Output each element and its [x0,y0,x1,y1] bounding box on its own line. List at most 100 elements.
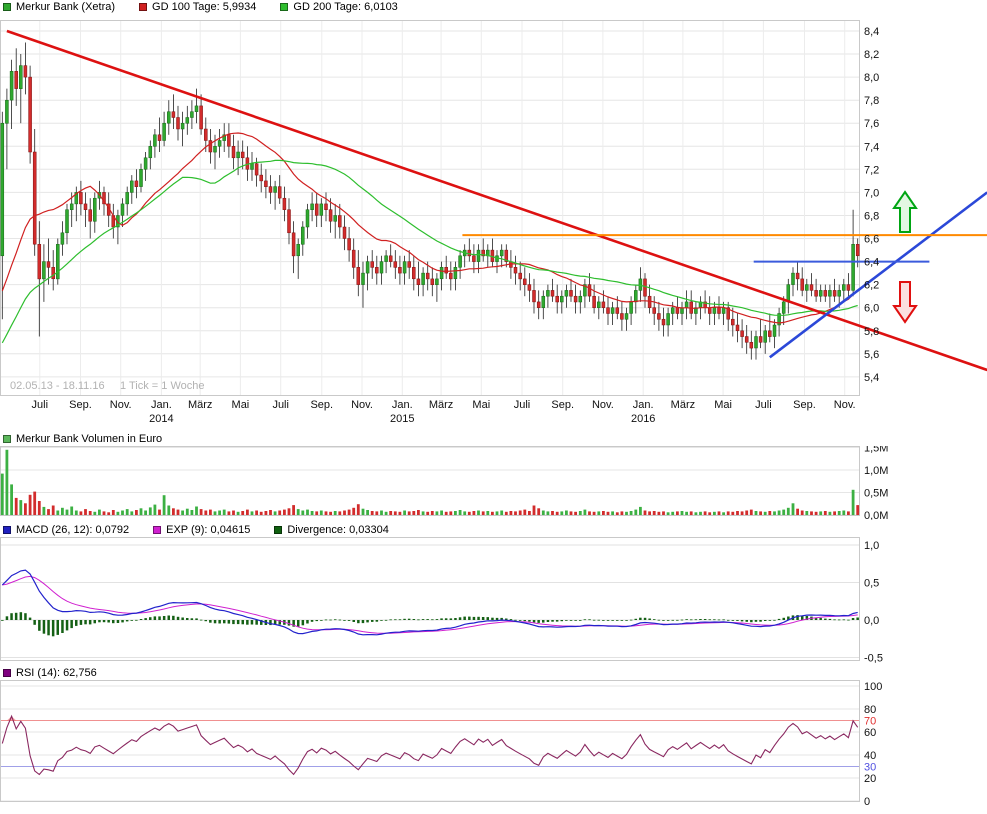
volume-chart-panel: 1,5M 1,0M 0,5M 0,0M [0,446,987,520]
svg-text:Mai: Mai [472,399,490,411]
svg-text:20: 20 [864,773,876,785]
price-chart-panel: 8,4 8,2 8,0 7,8 7,6 7,4 7,2 7,0 6,8 6,6 6,4 6,2 6,0 5… [0,18,987,430]
svg-text:0,5: 0,5 [864,578,879,590]
legend-item-gd200: GD 200 Tage: 6,0103 [280,1,398,13]
svg-text:Juli: Juli [272,399,289,411]
svg-text:Sep.: Sep. [69,399,92,411]
rsi-legend: RSI (14): 62,756 [3,667,97,679]
svg-text:40: 40 [864,750,876,762]
volume-legend: Merkur Bank Volumen in Euro [3,433,162,445]
ma-line-20 [1,132,859,324]
volume-series-label: Merkur Bank Volumen in Euro [16,433,163,445]
svg-text:Juli: Juli [32,399,49,411]
svg-text:100: 100 [864,681,882,693]
svg-text:März: März [671,399,695,411]
svg-text:6,6: 6,6 [864,234,879,246]
svg-text:6,4: 6,4 [864,257,879,269]
gd200-label: GD 200 Tage: 6,0103 [293,1,398,13]
exp-series-marker [153,526,162,534]
svg-text:1,0M: 1,0M [864,465,888,477]
tick-unit-note: 1 Tick = 1 Woche [120,380,204,392]
svg-text:Juli: Juli [514,399,531,411]
svg-text:-0,5: -0,5 [864,653,883,664]
svg-text:7,2: 7,2 [864,164,879,176]
svg-text:1,0: 1,0 [864,540,879,552]
svg-text:Mai: Mai [232,399,250,411]
rsi-series-label: RSI (14): 62,756 [16,667,97,679]
svg-text:8,4: 8,4 [864,26,879,38]
macd-chart: 1,0 0,5 0,0 -0,5 [0,537,883,664]
volume-chart: 1,5M 1,0M 0,5M 0,0M [0,446,888,520]
legend-item-macd: MACD (26, 12): 0,0792 [3,524,129,536]
macd-series-marker [3,526,11,534]
macd-signal-line [2,575,858,634]
svg-text:2016: 2016 [631,413,655,425]
price-series-marker [3,3,11,11]
exp-series-label: EXP (9): 0,04615 [166,524,251,536]
svg-text:5,6: 5,6 [864,349,879,361]
svg-text:Nov.: Nov. [351,399,373,411]
uptrend-line [769,191,987,359]
svg-text:Juli: Juli [755,399,772,411]
svg-text:6,2: 6,2 [864,280,879,292]
rsi-chart-panel: 100 80 70 60 40 30 20 0 [0,680,987,808]
svg-text:0,0: 0,0 [864,615,879,627]
macd-series-label: MACD (26, 12): 0,0792 [16,524,130,536]
svg-text:60: 60 [864,727,876,739]
ma-line-40 [1,159,858,344]
svg-text:Jan.: Jan. [151,399,172,411]
gd100-marker [139,3,148,11]
rsi-line [1,714,859,776]
downtrend-line [6,29,987,372]
svg-text:80: 80 [864,704,876,716]
svg-text:Mai: Mai [714,399,732,411]
svg-text:Nov.: Nov. [110,399,132,411]
price-chart: 8,4 8,2 8,0 7,8 7,6 7,4 7,2 7,0 6,8 6,6 6,4 6,2 6,0 5… [0,20,987,425]
macd-legend: MACD (26, 12): 0,0792 EXP (9): 0,04615 D… [3,524,389,536]
date-range-note: 02.05.13 - 18.11.16 [10,380,105,392]
legend-item-rsi: RSI (14): 62,756 [3,667,97,679]
legend-item-price: Merkur Bank (Xetra) [3,1,115,13]
volume-series-marker [3,435,11,443]
gd200-marker [280,3,289,11]
svg-text:März: März [429,399,453,411]
macd-line [1,569,858,636]
price-series-label: Merkur Bank (Xetra) [16,1,116,13]
svg-text:Sep.: Sep. [793,399,816,411]
svg-text:0,5M: 0,5M [864,488,888,500]
divergence-series-marker [274,526,283,534]
svg-text:Jan.: Jan. [633,399,654,411]
svg-text:0,0M: 0,0M [864,510,888,520]
volume-bars-layer [0,449,860,516]
svg-text:5,8: 5,8 [864,326,879,338]
svg-text:1,5M: 1,5M [864,446,888,455]
svg-text:2015: 2015 [390,413,414,425]
legend-item-exp: EXP (9): 0,04615 [153,524,250,536]
gd100-label: GD 100 Tage: 5,9934 [152,1,257,13]
main-legend: Merkur Bank (Xetra) GD 100 Tage: 5,9934 … [3,1,398,13]
candles-layer [0,42,860,360]
svg-text:7,0: 7,0 [864,187,879,199]
down-arrow [892,281,918,324]
svg-text:7,6: 7,6 [864,118,879,130]
legend-item-gd100: GD 100 Tage: 5,9934 [139,1,256,13]
legend-item-divergence: Divergence: 0,03304 [274,524,389,536]
svg-text:2014: 2014 [149,413,173,425]
up-arrow [892,190,918,233]
svg-text:6,0: 6,0 [864,303,879,315]
svg-text:6,8: 6,8 [864,211,879,223]
svg-text:7,8: 7,8 [864,95,879,107]
svg-text:März: März [188,399,212,411]
svg-text:Nov.: Nov. [834,399,856,411]
rsi-overbought-fill [2,716,858,721]
svg-text:8,0: 8,0 [864,72,879,84]
rsi-series-marker [3,669,11,677]
svg-text:0: 0 [864,796,870,808]
macd-histogram-layer [1,612,859,637]
legend-item-volume: Merkur Bank Volumen in Euro [3,433,162,445]
divergence-series-label: Divergence: 0,03304 [287,524,389,536]
svg-text:Nov.: Nov. [592,399,614,411]
svg-text:8,2: 8,2 [864,49,879,61]
